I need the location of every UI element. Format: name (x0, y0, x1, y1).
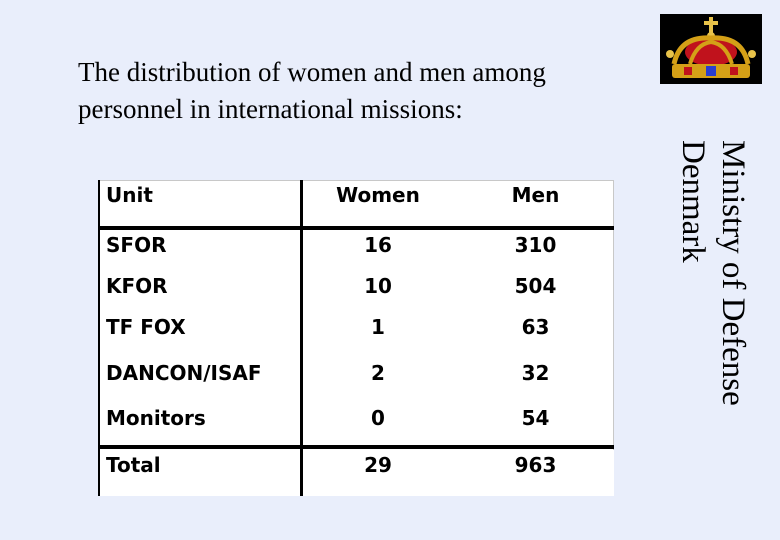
ministry-vertical-label: Ministry of Defense Denmark (673, 140, 753, 440)
title-line-1: The distribution of women and men among (78, 57, 546, 87)
row-unit: KFOR (106, 274, 168, 298)
ministry-country: Denmark (675, 140, 711, 263)
crown-icon (660, 14, 762, 84)
row-men: 54 (521, 406, 550, 430)
slide-title: The distribution of women and men among … (78, 54, 648, 128)
total-men: 963 (514, 453, 557, 477)
row-women: 10 (364, 274, 392, 298)
row-men: 63 (521, 315, 550, 339)
title-line-2: personnel in international missions: (78, 94, 463, 124)
row-unit: DANCON/ISAF (106, 361, 262, 385)
crown-logo-svg (660, 14, 762, 84)
header-women: Women (336, 183, 420, 207)
row-women: 16 (364, 233, 392, 257)
table-top-border (98, 180, 614, 181)
unit-column-divider (300, 180, 303, 496)
row-women: 0 (371, 406, 385, 430)
table-right-border (613, 180, 614, 450)
total-label: Total (106, 453, 161, 477)
row-men: 504 (514, 274, 557, 298)
total-divider (98, 445, 614, 449)
row-men: 310 (514, 233, 557, 257)
ministry-name: Ministry of Defense (715, 140, 751, 406)
row-unit: TF FOX (106, 315, 186, 339)
header-divider (98, 226, 614, 230)
row-unit: Monitors (106, 406, 206, 430)
personnel-table: Unit Women Men SFOR 16 310 KFOR 10 504 T… (98, 180, 614, 496)
header-unit: Unit (106, 183, 153, 207)
row-men: 32 (521, 361, 550, 385)
total-women: 29 (364, 453, 392, 477)
header-men: Men (511, 183, 560, 207)
row-unit: SFOR (106, 233, 167, 257)
row-women: 1 (371, 315, 385, 339)
row-women: 2 (371, 361, 385, 385)
table-left-border (98, 180, 100, 496)
